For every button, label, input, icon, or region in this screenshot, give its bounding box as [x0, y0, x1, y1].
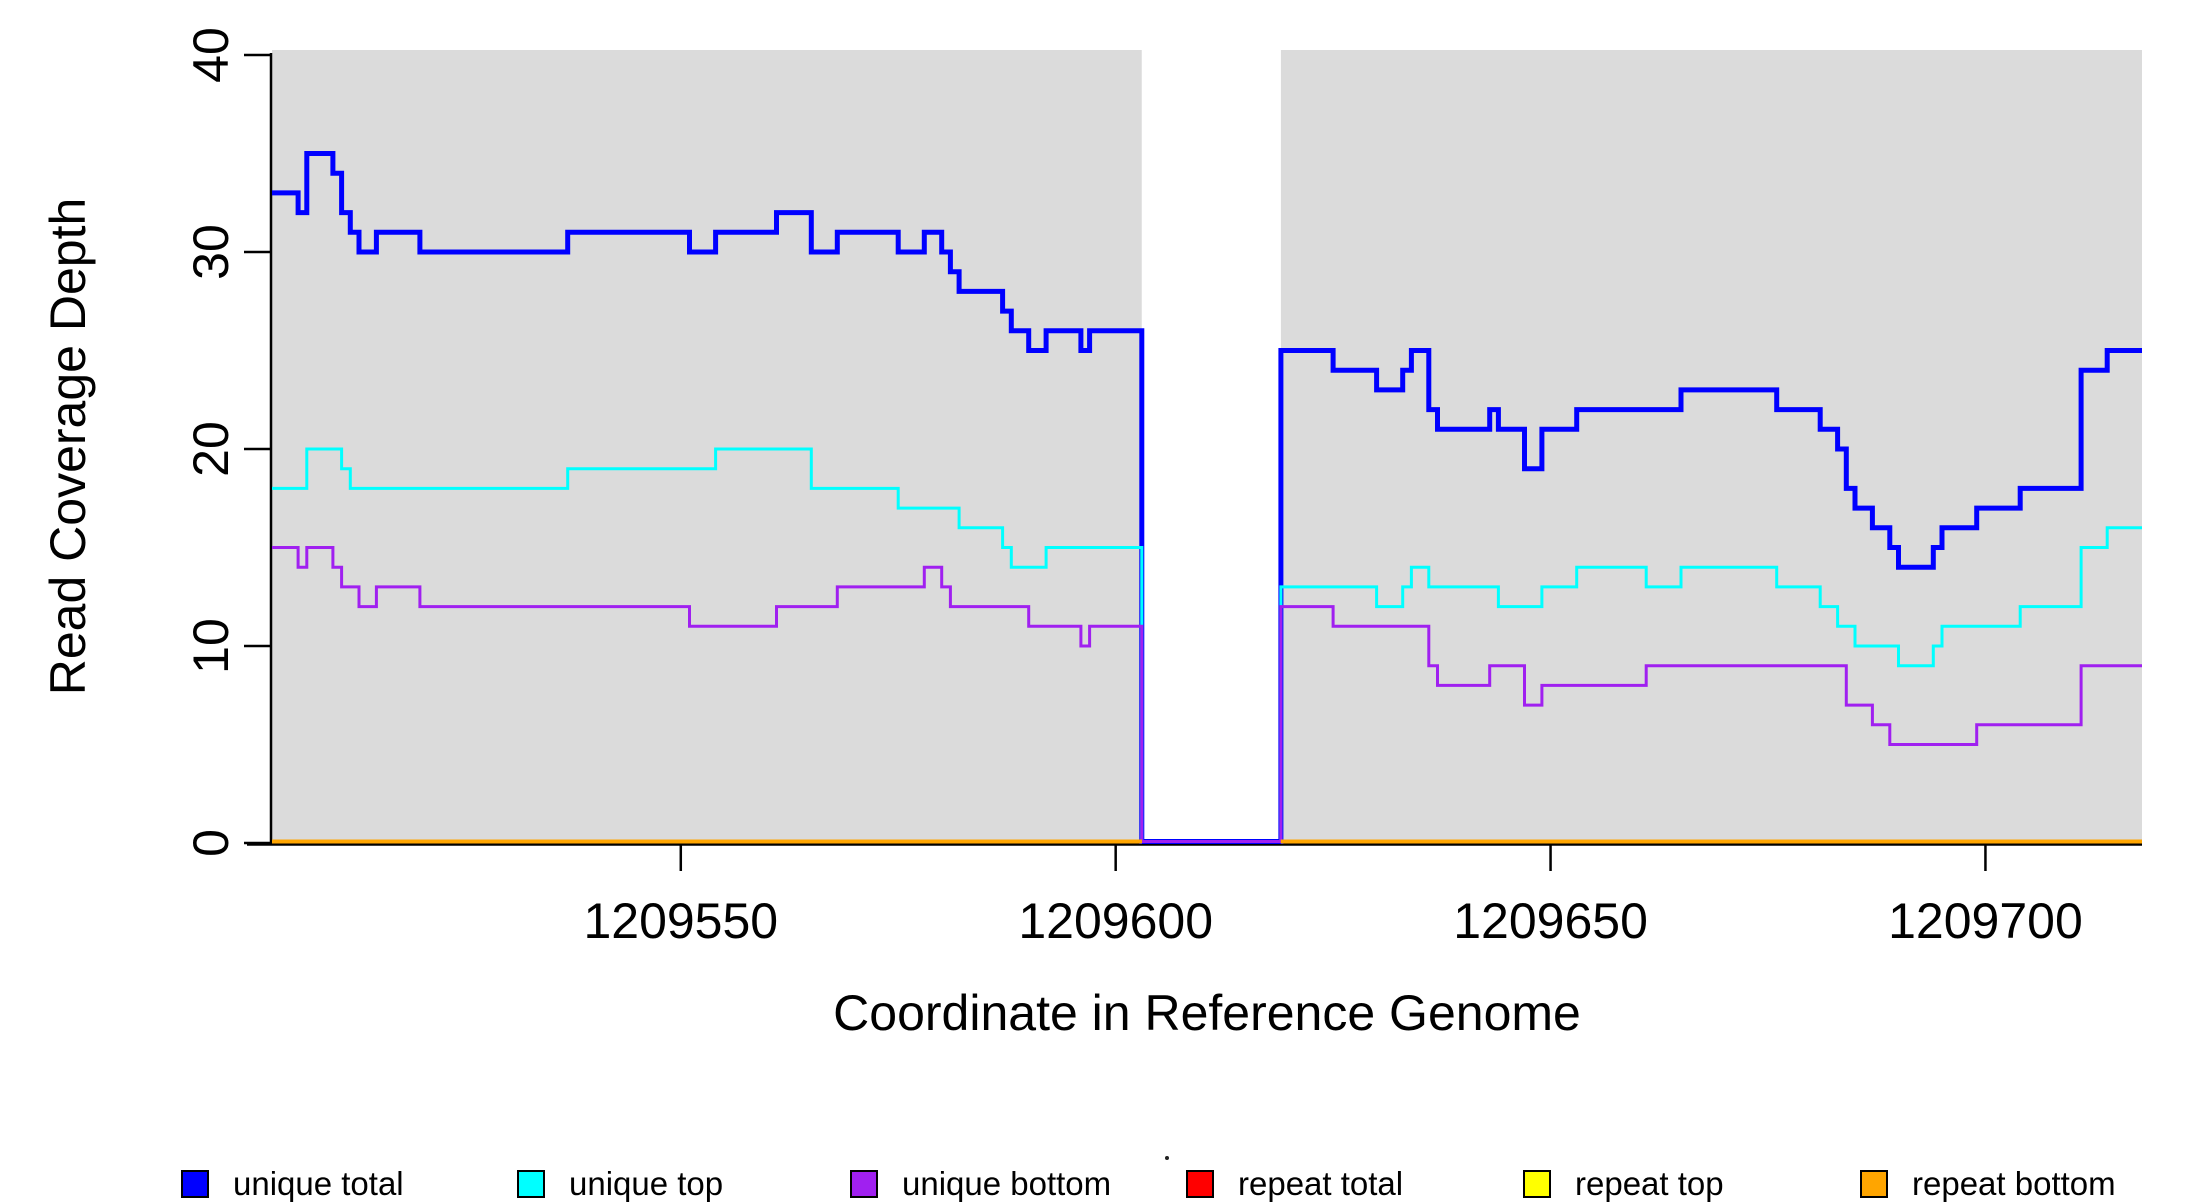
series-line-unique-bottom	[272, 546, 2142, 843]
x-tick-label: 1209700	[1888, 893, 2083, 949]
y-tick-label: 20	[183, 421, 239, 477]
y-tick-label: 40	[183, 27, 239, 83]
legend-label: unique bottom	[902, 1165, 1112, 1202]
legend-swatch-repeat-total	[1186, 1170, 1214, 1198]
legend-item-repeat-top: repeat top	[1523, 1164, 1724, 1204]
x-tick-label: 1209550	[583, 893, 778, 949]
tick-labels: 0 10 20 30 40 1209550 1209600 1209650 1209700	[183, 27, 2083, 949]
series-lines	[272, 151, 2142, 844]
shaded-regions	[272, 50, 2142, 843]
legend-item-unique-total: unique total	[181, 1164, 404, 1204]
legend-item-unique-bottom: unique bottom	[850, 1164, 1111, 1204]
axes	[244, 53, 2142, 871]
legend-item-repeat-total: repeat total	[1186, 1164, 1403, 1204]
legend-swatch-repeat-bottom	[1860, 1170, 1888, 1198]
stray-dot-artifact	[1165, 1156, 1169, 1160]
legend-label: repeat bottom	[1912, 1165, 2116, 1202]
y-axis-title: Read Coverage Depth	[40, 198, 96, 696]
legend-label: repeat total	[1238, 1165, 1404, 1202]
chart-legend: unique total unique top unique bottom re…	[0, 1164, 2200, 1204]
legend-label: repeat top	[1575, 1165, 1724, 1202]
legend-swatch-unique-top	[517, 1170, 545, 1198]
axis-titles: Read Coverage Depth Coordinate in Referen…	[40, 198, 1581, 1041]
legend-item-unique-top: unique top	[517, 1164, 723, 1204]
legend-label: unique total	[233, 1165, 404, 1202]
legend-swatch-repeat-top	[1523, 1170, 1551, 1198]
legend-swatch-unique-total	[181, 1170, 209, 1198]
y-tick-label: 0	[183, 829, 239, 857]
y-tick-label: 10	[183, 618, 239, 674]
legend-item-repeat-bottom: repeat bottom	[1860, 1164, 2116, 1204]
y-tick-label: 30	[183, 224, 239, 280]
legend-label: unique top	[569, 1165, 724, 1202]
x-tick-label: 1209600	[1018, 893, 1213, 949]
series-line-unique-top	[272, 447, 2142, 843]
x-axis-title: Coordinate in Reference Genome	[833, 985, 1581, 1041]
legend-swatch-unique-bottom	[850, 1170, 878, 1198]
x-tick-label: 1209650	[1453, 893, 1648, 949]
